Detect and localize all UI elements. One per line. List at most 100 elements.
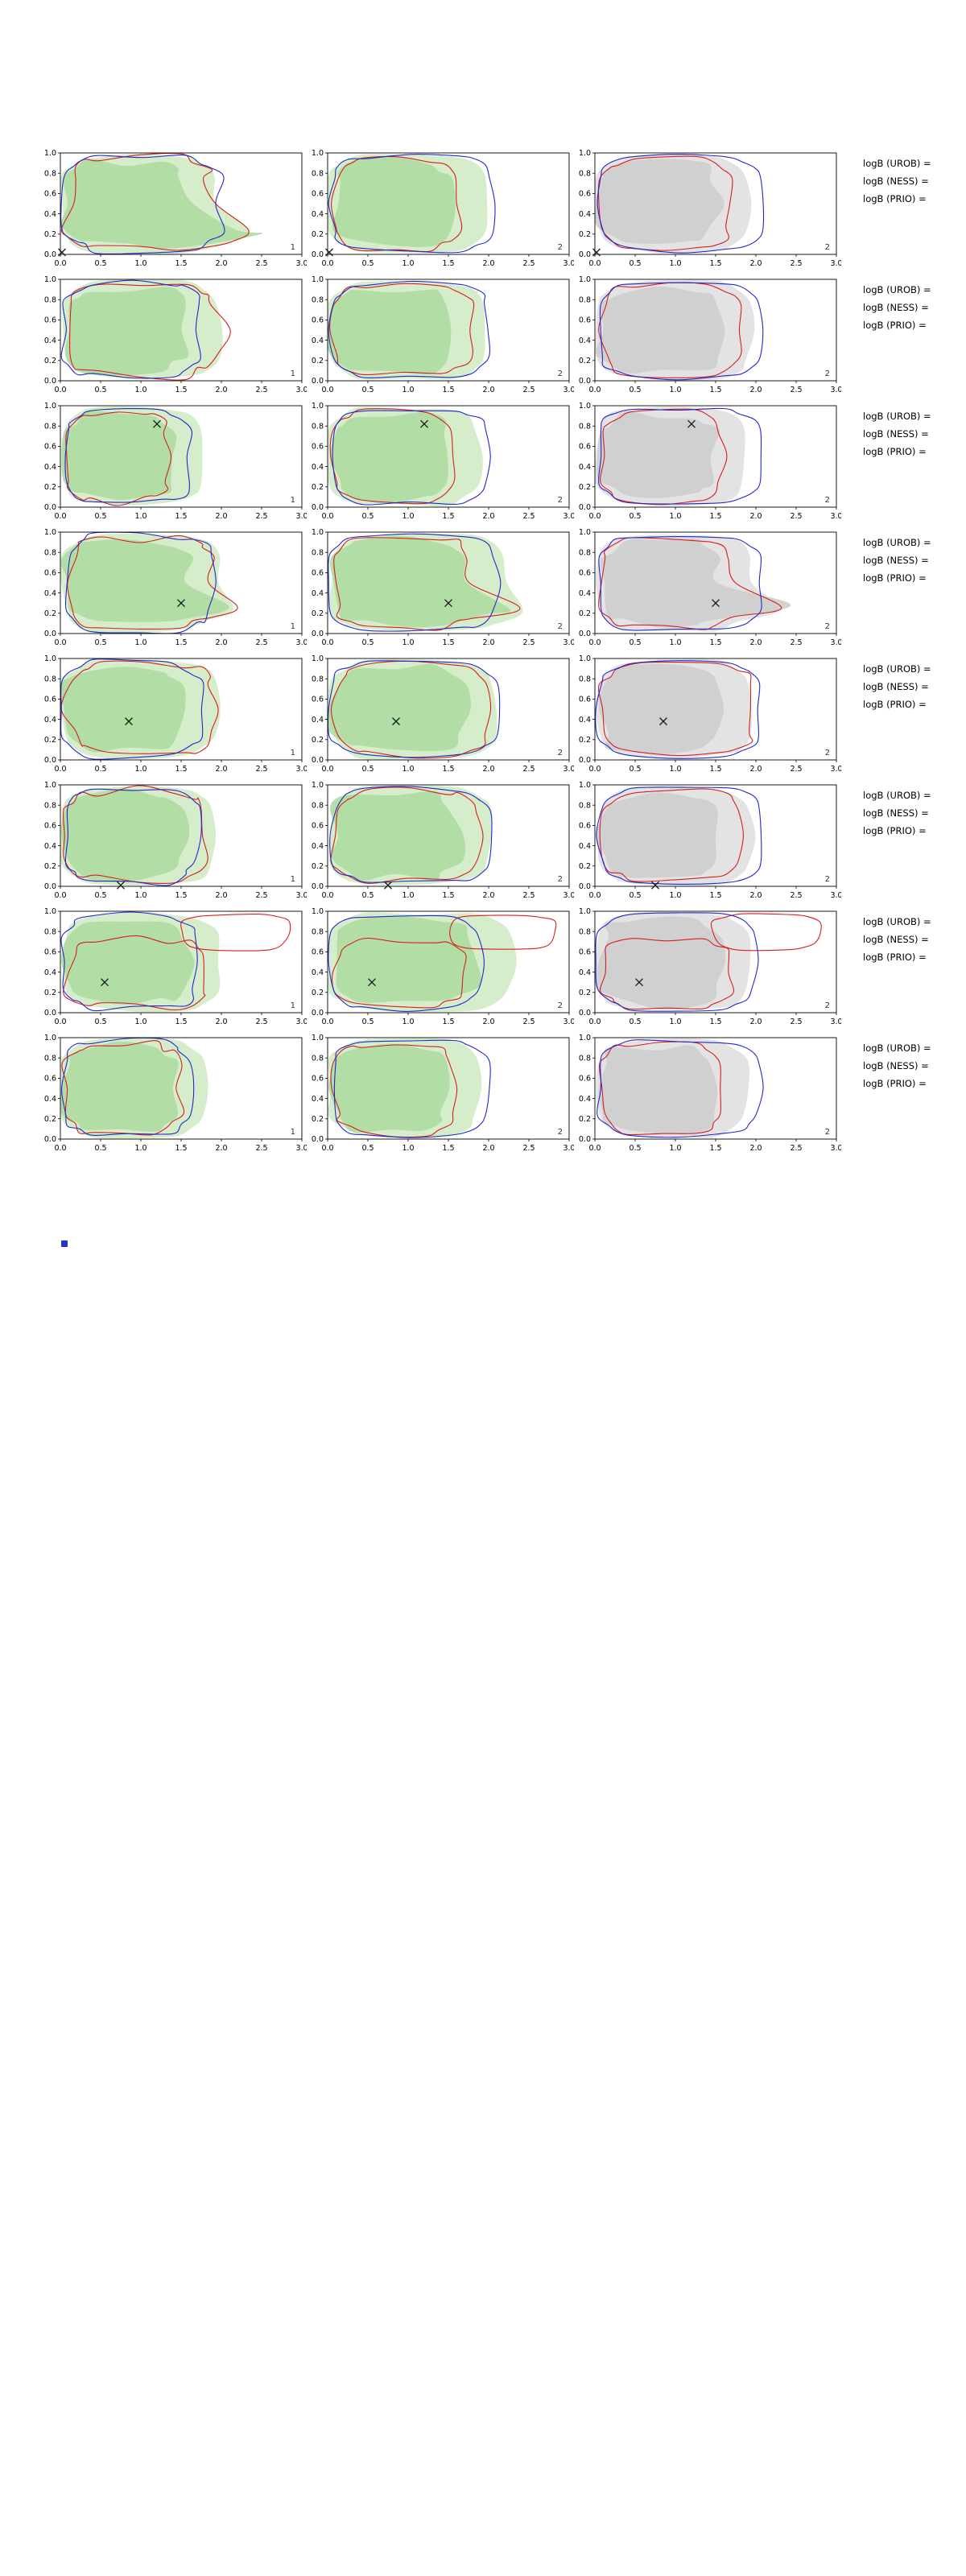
x-tick-label: 1.5 — [442, 386, 454, 394]
y-tick-label: 1.0 — [44, 149, 56, 158]
row-8-annotations: logB (UROB) = logB (NESS) = logB (PRIO) = — [863, 1042, 966, 1096]
x-tick-label: 3.0 — [563, 638, 574, 647]
x-tick-label: 3.0 — [563, 259, 574, 268]
y-tick-label: 1.0 — [579, 781, 591, 790]
y-tick-label: 0.8 — [579, 927, 591, 936]
y-tick-label: 0.8 — [312, 295, 324, 304]
corner-label: 2 — [558, 875, 563, 884]
blue-contour — [328, 914, 485, 1012]
cross-marker — [420, 419, 428, 428]
logB-line-2: logB (NESS) = — [863, 428, 929, 440]
y-tick-label: 0.8 — [44, 548, 56, 557]
subplot-r4-c1: 0.0 0.5 1.0 1.5 2.0 2.5 3.0 0.0 0.2 0.4 0.6 0.8 1.0 1 — [31, 526, 307, 654]
cross-marker — [712, 599, 720, 608]
y-tick-label: 0.2 — [579, 357, 591, 365]
x-tick-label: 1.0 — [402, 1144, 414, 1153]
x-tick-label: 0.0 — [321, 386, 333, 394]
cross-marker — [384, 881, 392, 890]
y-tick-label: 0.0 — [579, 1135, 591, 1144]
x-tick-label: 2.0 — [749, 1144, 762, 1153]
y-tick-label: 0.6 — [44, 948, 56, 957]
y-tick-label: 0.6 — [44, 569, 56, 578]
cross-marker — [101, 978, 109, 987]
subplot-r7-c3: 0.0 0.5 1.0 1.5 2.0 2.5 3.0 0.0 0.2 0.4 0.6 0.8 1.0 2 — [566, 905, 841, 1034]
x-tick-label: 1.0 — [669, 1018, 681, 1026]
corner-label: 1 — [291, 243, 295, 252]
y-tick-label: 0.8 — [312, 927, 324, 936]
cross-marker — [153, 419, 161, 428]
logB-line-3: logB (PRIO) = — [863, 952, 927, 963]
corner-label: 2 — [558, 496, 563, 505]
y-tick-label: 0.8 — [579, 422, 591, 431]
x-tick-label: 0.5 — [361, 386, 374, 394]
x-tick-label: 1.5 — [709, 891, 721, 900]
cross-marker — [659, 717, 667, 726]
subplot-r4-c3: 0.0 0.5 1.0 1.5 2.0 2.5 3.0 0.0 0.2 0.4 0.6 0.8 1.0 2 — [566, 526, 841, 654]
blue-contour — [64, 532, 217, 634]
y-tick-label: 0.8 — [44, 169, 56, 178]
x-tick-label: 1.0 — [402, 891, 414, 900]
blue-contour — [597, 154, 765, 254]
x-tick-label: 2.5 — [790, 512, 802, 521]
y-tick-label: 0.2 — [579, 862, 591, 871]
x-tick-label: 2.5 — [522, 765, 535, 774]
corner-label: 2 — [825, 1128, 830, 1137]
x-tick-label: 3.0 — [830, 259, 841, 268]
x-tick-label: 2.5 — [522, 259, 535, 268]
y-tick-label: 0.2 — [44, 357, 56, 365]
subplot-r7-c1: 0.0 0.5 1.0 1.5 2.0 2.5 3.0 0.0 0.2 0.4 0.6 0.8 1.0 1 — [31, 905, 307, 1034]
x-tick-label: 1.0 — [402, 512, 414, 521]
x-tick-label: 0.5 — [629, 1018, 641, 1026]
x-tick-label: 0.5 — [361, 512, 374, 521]
y-tick-label: 0.2 — [312, 357, 324, 365]
blue-contour — [328, 533, 502, 632]
x-tick-label: 2.0 — [749, 638, 762, 647]
logB-line-3: logB (PRIO) = — [863, 446, 927, 457]
red-contour — [65, 411, 172, 506]
x-tick-label: 2.0 — [749, 765, 762, 774]
y-tick-label: 0.4 — [579, 716, 591, 724]
row-7-annotations: logB (UROB) = logB (NESS) = logB (PRIO) = — [863, 916, 966, 969]
y-tick-label: 0.4 — [44, 210, 56, 219]
x-tick-label: 1.5 — [442, 765, 454, 774]
y-tick-label: 0.8 — [579, 801, 591, 810]
y-tick-label: 0.4 — [312, 716, 324, 724]
x-tick-label: 0.0 — [321, 891, 333, 900]
y-tick-label: 0.0 — [44, 377, 56, 386]
y-tick-label: 0.0 — [44, 756, 56, 765]
x-tick-label: 3.0 — [295, 765, 307, 774]
blue-contour — [598, 536, 762, 631]
red-contour-secondary — [180, 914, 291, 952]
y-tick-label: 0.6 — [579, 569, 591, 578]
red-contour — [63, 935, 206, 1011]
y-tick-label: 0.8 — [312, 548, 324, 557]
y-tick-label: 0.6 — [312, 316, 324, 325]
logB-line-1: logB (UROB) = — [863, 158, 931, 169]
x-tick-label: 0.0 — [588, 259, 601, 268]
density-fill-inner — [61, 921, 195, 1005]
red-contour — [597, 155, 733, 251]
y-tick-label: 0.4 — [44, 589, 56, 598]
y-tick-label: 0.8 — [44, 675, 56, 683]
y-tick-label: 0.2 — [579, 1115, 591, 1124]
density-fill-inner — [329, 791, 466, 881]
cross-marker — [635, 978, 643, 987]
density-fill-inner — [328, 1043, 450, 1133]
y-tick-label: 0.4 — [312, 463, 324, 472]
logB-line-1: logB (UROB) = — [863, 411, 931, 422]
y-tick-label: 0.6 — [312, 696, 324, 704]
y-tick-label: 0.0 — [44, 630, 56, 638]
x-tick-label: 1.0 — [134, 1144, 147, 1153]
y-tick-label: 0.0 — [312, 630, 324, 638]
cross-marker — [651, 881, 659, 890]
x-tick-label: 1.5 — [175, 1018, 187, 1026]
y-tick-label: 0.6 — [312, 1075, 324, 1084]
y-tick-label: 0.8 — [312, 1054, 324, 1063]
subplot-r3-c1: 0.0 0.5 1.0 1.5 2.0 2.5 3.0 0.0 0.2 0.4 0.6 0.8 1.0 1 — [31, 399, 307, 528]
y-tick-label: 0.2 — [44, 989, 56, 997]
blue-contour — [597, 407, 762, 505]
y-tick-label: 0.2 — [312, 230, 324, 239]
x-tick-label: 2.0 — [482, 638, 494, 647]
red-contour — [333, 537, 521, 631]
x-tick-label: 0.5 — [361, 765, 374, 774]
